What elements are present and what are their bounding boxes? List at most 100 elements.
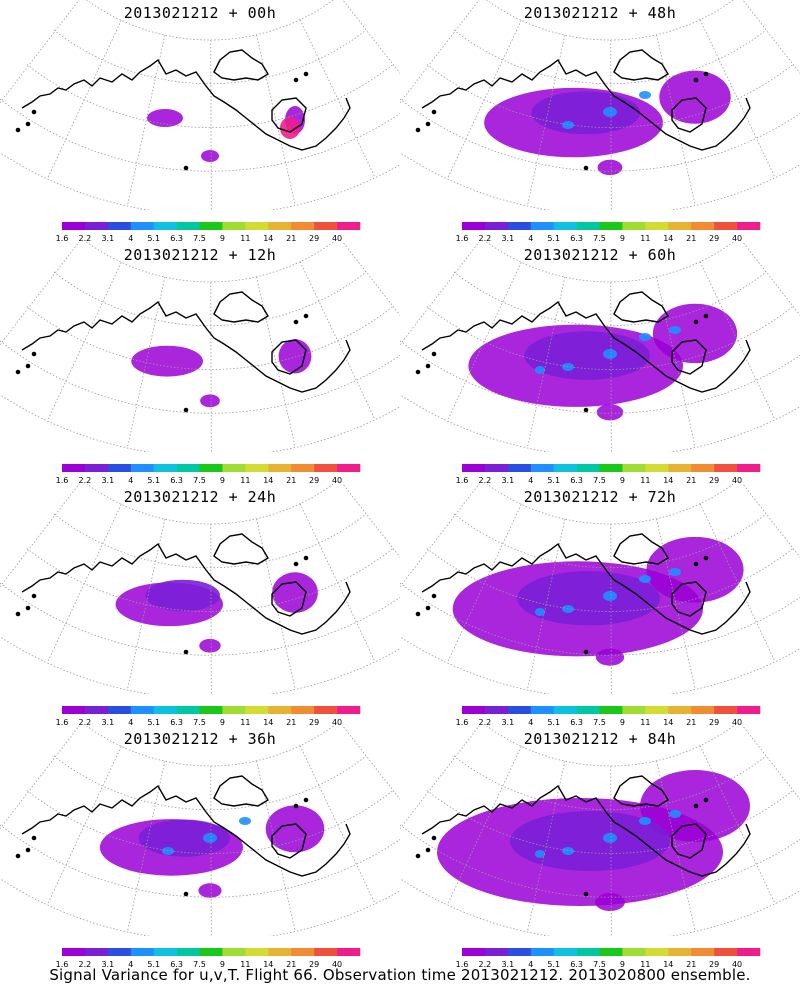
colorbar-swatch <box>462 706 486 714</box>
field-contour <box>203 833 217 843</box>
colorbar-tick-label: 1.6 <box>56 718 69 727</box>
lat-lon-grid <box>400 242 800 452</box>
colorbar-tick-label: 3.1 <box>501 234 514 243</box>
colorbar-swatch <box>199 222 223 230</box>
coastline <box>21 58 351 151</box>
colorbar-tick-label: 6.3 <box>570 718 583 727</box>
colorbar-tick-label: 9 <box>620 234 625 243</box>
island <box>293 561 299 567</box>
colorbar-tick-label: 29 <box>309 718 319 727</box>
map-panel: 2013021212 + 60h 1.6 2.2 3.1 4 5.1 6.3 7.5 9 11 1… <box>400 242 800 485</box>
meridian-line <box>446 262 522 422</box>
island <box>15 127 21 133</box>
meridian-line <box>742 484 800 558</box>
colorbar-tick-label: 1.6 <box>56 960 69 969</box>
colorbar-swatch <box>599 464 623 472</box>
island <box>183 407 189 413</box>
colorbar-swatch <box>130 464 154 472</box>
field-contour <box>265 805 325 853</box>
variance-field <box>99 805 325 898</box>
coastline <box>421 784 751 877</box>
colorbar-tick-label: 9 <box>220 476 225 485</box>
meridian-line <box>126 35 166 207</box>
colorbar-tick-label: 7.5 <box>593 718 606 727</box>
colorbar-tick-label: 5.1 <box>147 960 160 969</box>
meridian-line <box>742 726 800 800</box>
lat-lon-grid <box>0 242 400 452</box>
field-contour <box>562 605 574 613</box>
colorbar-tick-label: 40 <box>732 718 742 727</box>
latitude-circle <box>0 636 400 694</box>
island <box>303 797 309 803</box>
latitude-circle <box>0 98 400 172</box>
colorbar-swatch <box>245 222 269 230</box>
colorbar-swatch <box>668 948 692 956</box>
colorbar-swatch <box>222 222 246 230</box>
island <box>31 351 37 357</box>
field-contour <box>201 150 219 162</box>
colorbar-swatch <box>337 706 361 714</box>
colorbar-tick-label: 4 <box>528 718 533 727</box>
island <box>183 649 189 655</box>
colorbar-tick-label: 40 <box>732 960 742 969</box>
field-contour <box>131 345 203 377</box>
meridian-line <box>526 277 566 449</box>
colorbar-tick-label: 2.2 <box>479 960 492 969</box>
colorbar-tick-label: 4 <box>128 718 133 727</box>
colorbar-swatch <box>691 222 715 230</box>
colorbar-swatch <box>622 464 646 472</box>
island <box>31 835 37 841</box>
colorbar-tick-label: 2.2 <box>79 718 92 727</box>
meridian-line <box>400 484 480 588</box>
colorbar-swatch <box>530 222 554 230</box>
colorbar-tick-label: 7.5 <box>193 960 206 969</box>
colorbar-tick-label: 40 <box>332 960 342 969</box>
colorbar-swatch <box>107 222 132 230</box>
colorbar-swatch <box>153 706 177 714</box>
colorbar-tick-label: 2.2 <box>79 234 92 243</box>
field-contour <box>147 109 183 127</box>
colorbar-swatch <box>645 464 669 472</box>
colorbar-swatch <box>245 948 269 956</box>
colorbar-tick-label: 6.3 <box>570 476 583 485</box>
colorbar-tick-label: 21 <box>286 718 296 727</box>
colorbar-swatch <box>107 464 132 472</box>
colorbar-swatch <box>176 948 200 956</box>
arctic-islands <box>213 533 269 565</box>
latitude-circle <box>26 790 394 854</box>
colorbar-swatch <box>553 948 577 956</box>
latitude-circle <box>0 152 400 210</box>
colorbar-swatch <box>199 464 223 472</box>
field-contour <box>145 579 220 612</box>
colorbar-tick-label: 5.1 <box>147 476 160 485</box>
map-panel: 2013021212 + 24h 1.6 2.2 3.1 4 5.1 6.3 7.5 9 11 1… <box>0 484 400 727</box>
field-contour <box>595 648 625 666</box>
colorbar-tick-label: 6.3 <box>170 234 183 243</box>
coastlines <box>415 291 751 413</box>
island <box>431 109 437 115</box>
colorbar-tick-label: 14 <box>663 476 673 485</box>
colorbar-tick-label: 2.2 <box>479 718 492 727</box>
meridian-line <box>342 242 400 316</box>
colorbar-tick-label: 21 <box>686 718 696 727</box>
polar-map <box>400 242 800 452</box>
colorbar-swatch <box>691 464 715 472</box>
colorbar-tick-label: 6.3 <box>170 718 183 727</box>
coastlines <box>415 533 751 655</box>
colorbar-tick-label: 1.6 <box>56 234 69 243</box>
island <box>425 847 431 853</box>
polar-map <box>0 726 400 936</box>
colorbar-swatch <box>291 706 315 714</box>
arctic-islands <box>213 291 269 323</box>
colorbar-swatch <box>622 706 646 714</box>
colorbar-swatch <box>530 706 554 714</box>
colorbar-swatch <box>462 464 486 472</box>
colorbar-tick-label: 1.6 <box>456 718 469 727</box>
colorbar-swatch <box>176 222 200 230</box>
island <box>15 853 21 859</box>
hudson-bay <box>271 581 307 617</box>
meridian-line <box>526 761 566 933</box>
colorbar-tick-label: 2.2 <box>479 234 492 243</box>
colorbar-swatch <box>530 464 554 472</box>
colorbar-swatch <box>291 464 315 472</box>
